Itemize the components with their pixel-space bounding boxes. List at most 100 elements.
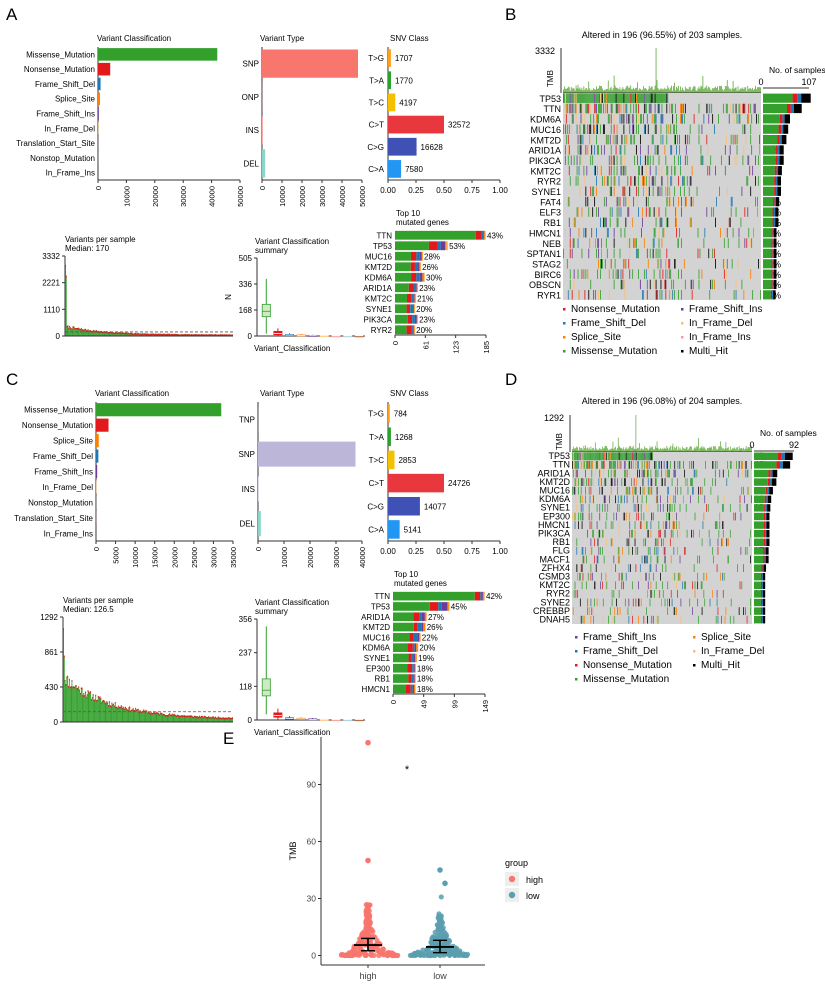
oncoplot-cell	[674, 572, 676, 581]
oncoplot-cell	[643, 269, 645, 279]
category-label: Frame_Shift_Ins	[36, 110, 95, 119]
oncoplot-cell	[643, 452, 645, 461]
oncoplot-cell	[588, 452, 590, 461]
tmb-bar	[685, 88, 687, 93]
vps-bar-top	[142, 333, 144, 335]
oncoplot-cell	[636, 186, 637, 197]
vps-bar-top	[153, 333, 155, 336]
oncoplot-cell	[587, 124, 589, 134]
vps-bar-top	[199, 717, 201, 719]
oncoplot-cell	[593, 124, 595, 134]
gene-label: RB1	[374, 675, 390, 684]
tmb-bar	[583, 445, 585, 452]
oncoplot-gene-label: MACF1	[539, 554, 570, 564]
oncoplot-gene-label: OBSCN	[529, 280, 561, 290]
oncoplot-cell	[612, 461, 614, 469]
oncoplot-gene-label: TP53	[539, 94, 561, 104]
oncoplot-cell	[604, 452, 606, 461]
vps-bar-top	[143, 333, 144, 336]
tmb-bar	[677, 446, 679, 452]
oncoplot-cell	[690, 279, 692, 290]
vps-bar-top	[218, 717, 220, 719]
oncoplot-cell	[608, 93, 610, 103]
oncoplot-cell	[628, 196, 630, 207]
oncoplot-cell	[606, 248, 608, 259]
panel-label-b: B	[505, 5, 516, 24]
oncoplot-cell	[717, 538, 719, 547]
oncoplot-cell	[709, 290, 711, 300]
oncoplot-cell	[577, 207, 579, 217]
vps-bar	[216, 717, 217, 722]
oncoplot-cell	[678, 269, 679, 279]
vps-bar	[182, 715, 184, 722]
tmb-bar	[718, 90, 719, 93]
oncoplot-cell	[584, 124, 586, 134]
oncoplot-cell	[710, 486, 712, 495]
oncoplot-cell	[632, 269, 634, 279]
oncoplot-cell	[672, 114, 674, 124]
gene-bar-segment	[446, 241, 449, 251]
oncoplot-cell	[577, 134, 579, 145]
oncoplot-cell	[748, 227, 750, 238]
oncoplot-gene-label: MUC16	[530, 125, 561, 135]
tmb-bar	[731, 88, 733, 93]
tmb-bar	[598, 449, 600, 452]
oncoplot-cell	[646, 452, 647, 461]
gene-bar-segment	[417, 622, 422, 632]
oncoplot-cell	[578, 165, 580, 176]
tmb-bar	[635, 87, 636, 93]
vps-bar	[102, 331, 104, 336]
oncoplot-cell	[574, 486, 576, 495]
side-bar-segment	[763, 114, 780, 124]
oncoplot-cell	[720, 572, 721, 581]
tmb-bar	[735, 87, 737, 93]
vps-bar-top	[127, 333, 128, 335]
vps-bar	[178, 715, 180, 722]
vps-bar-top	[137, 333, 139, 335]
tmb-bar	[726, 80, 728, 93]
oncoplot-cell	[585, 486, 586, 495]
vps-bar-top	[114, 702, 116, 704]
oncoplot-cell	[706, 103, 708, 114]
oncoplot-cell	[590, 564, 592, 572]
oncoplot-cell	[690, 217, 692, 228]
vps-bar-top	[212, 716, 214, 718]
vps-bar	[80, 687, 82, 722]
oncoplot-cell	[739, 504, 741, 512]
tmb-bar	[669, 445, 671, 452]
tmb-bar	[741, 88, 743, 93]
y-tick-label: 356	[239, 615, 253, 624]
oncoplot-cell	[641, 93, 642, 103]
vps-bar-top	[80, 687, 82, 690]
oncoplot-cell	[684, 196, 686, 207]
vps-bar	[149, 713, 151, 722]
gene-pct-label: 18%	[417, 664, 433, 673]
side-bar-segment	[763, 93, 793, 103]
oncoplot-cell	[606, 93, 608, 103]
oncoplot-cell	[716, 564, 718, 572]
oncoplot-cell	[723, 495, 725, 504]
oncoplot-cell	[605, 478, 607, 486]
oncoplot-cell	[623, 259, 625, 269]
vps-bar	[136, 709, 137, 722]
vps-bar-top	[129, 706, 131, 709]
oncoplot-cell	[758, 259, 759, 269]
vps-bar-top	[70, 328, 72, 330]
oncoplot-cell	[563, 93, 565, 103]
oncoplot-cell	[669, 495, 671, 504]
tmb-bar	[717, 448, 719, 452]
tmb-bar	[754, 88, 755, 93]
oncoplot-cell	[673, 547, 675, 555]
vps-bar	[94, 331, 96, 336]
oncoplot-cell	[610, 176, 612, 186]
vps-bar-top	[199, 334, 201, 336]
oncoplot-cell	[615, 495, 616, 504]
oncoplot-cell	[657, 186, 659, 197]
gene-label: SYNE1	[366, 305, 393, 314]
oncoplot-cell	[581, 547, 583, 555]
side-bar-segment	[773, 197, 775, 207]
x-tick-label: 20000	[170, 547, 179, 568]
oncoplot-cell	[650, 93, 652, 103]
oncoplot-cell	[642, 486, 644, 495]
side-bar-segment	[762, 590, 763, 598]
